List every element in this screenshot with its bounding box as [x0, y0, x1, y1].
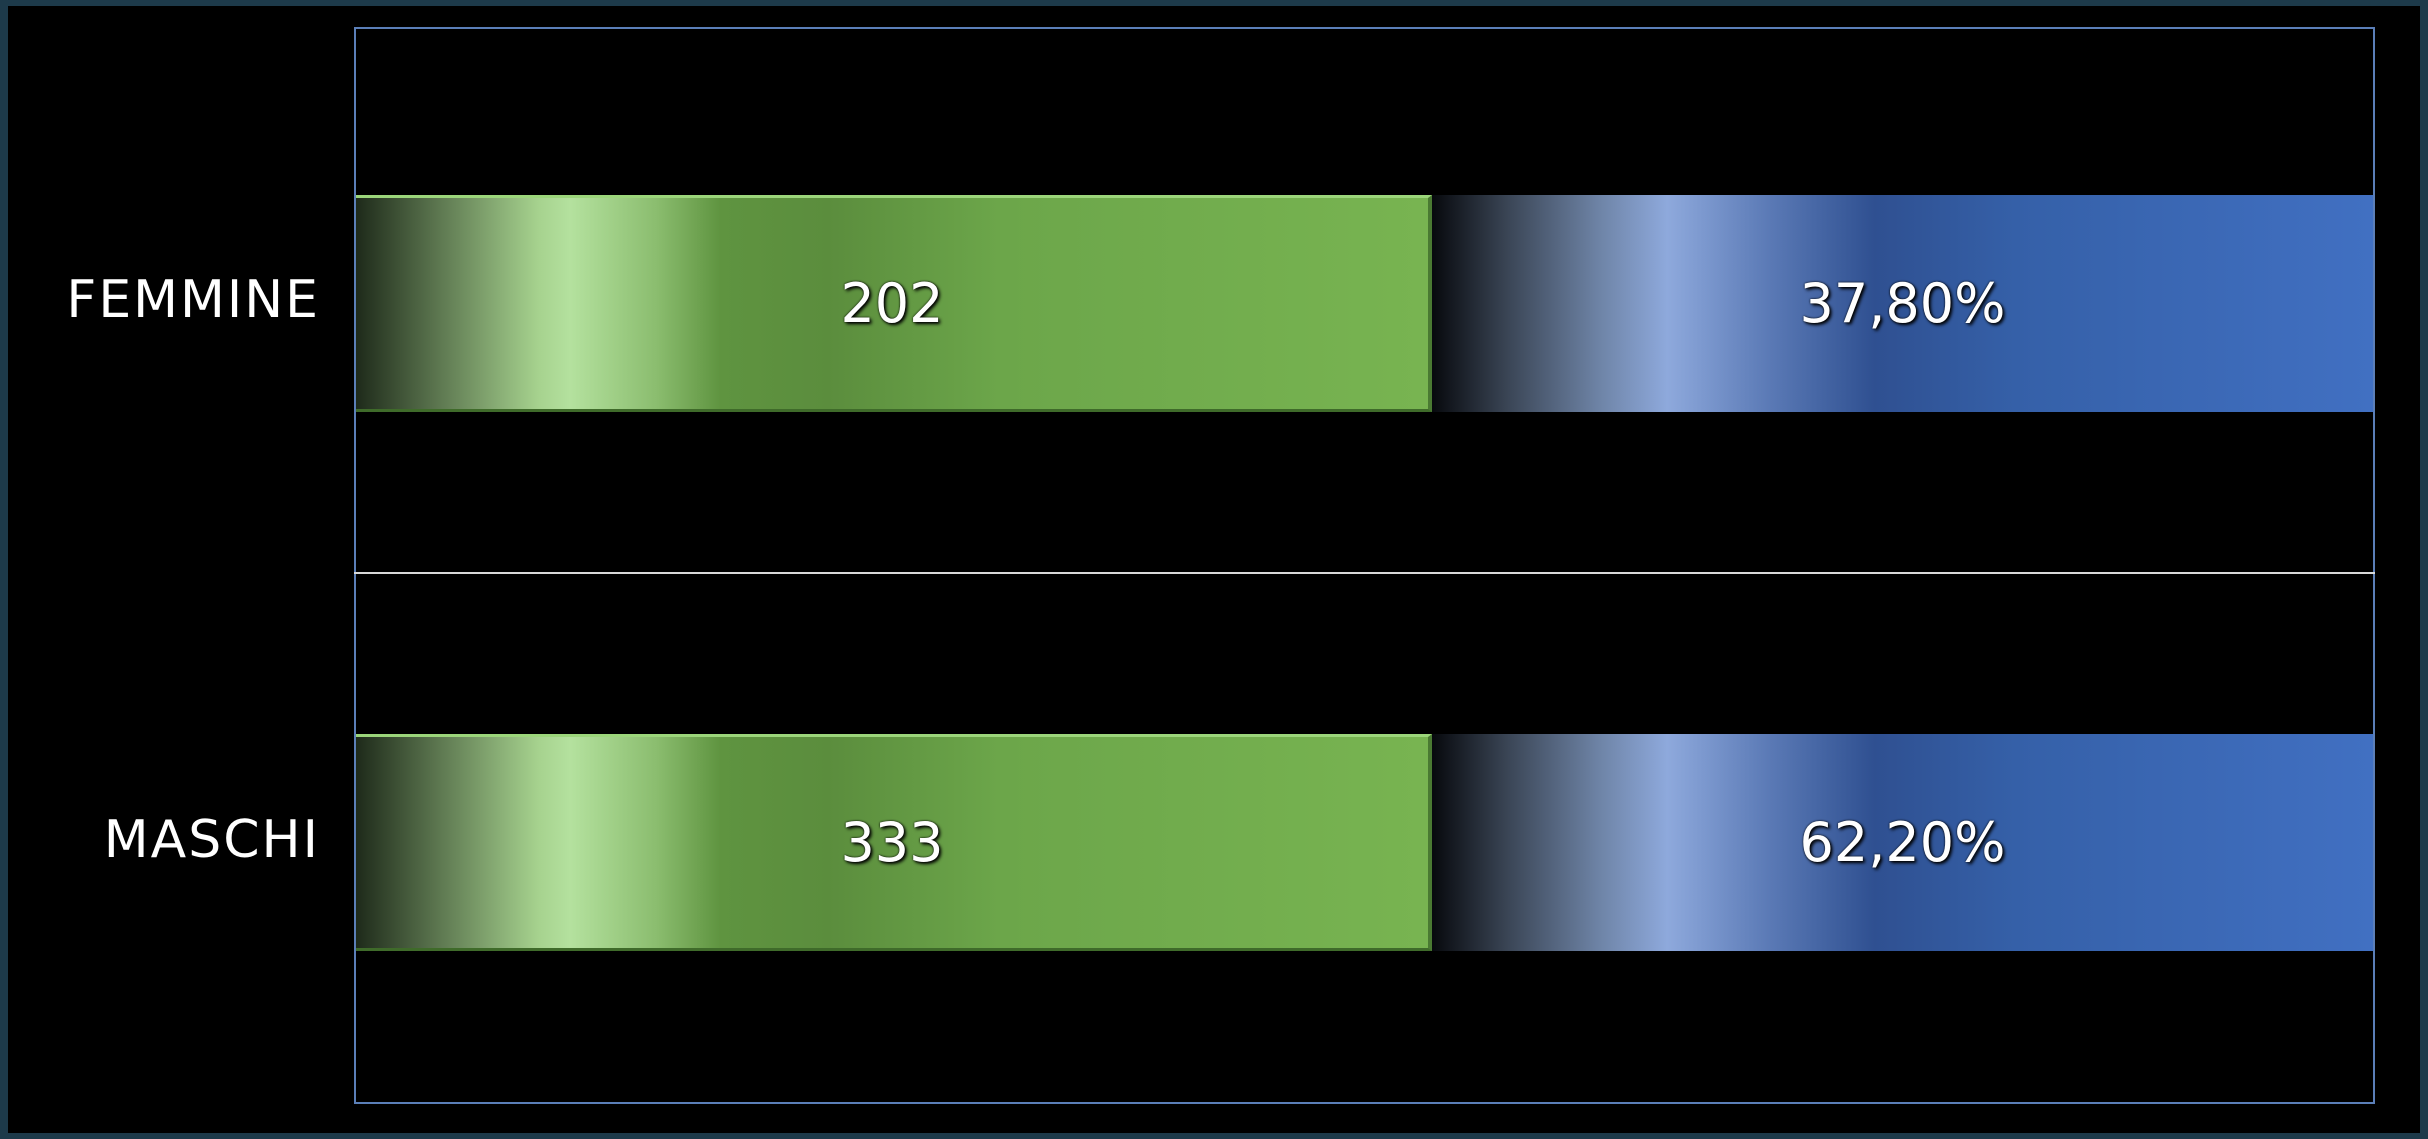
percent-cell: 37,80%: [1432, 195, 2373, 412]
row-divider: [354, 572, 2375, 574]
count-cell: 202: [356, 195, 1432, 412]
row-label: FEMMINE: [66, 270, 320, 330]
row-label: MASCHI: [103, 810, 320, 870]
count-cell: 333: [356, 734, 1432, 951]
table-frame: [354, 27, 2375, 1104]
percent-cell: 62,20%: [1432, 734, 2373, 951]
